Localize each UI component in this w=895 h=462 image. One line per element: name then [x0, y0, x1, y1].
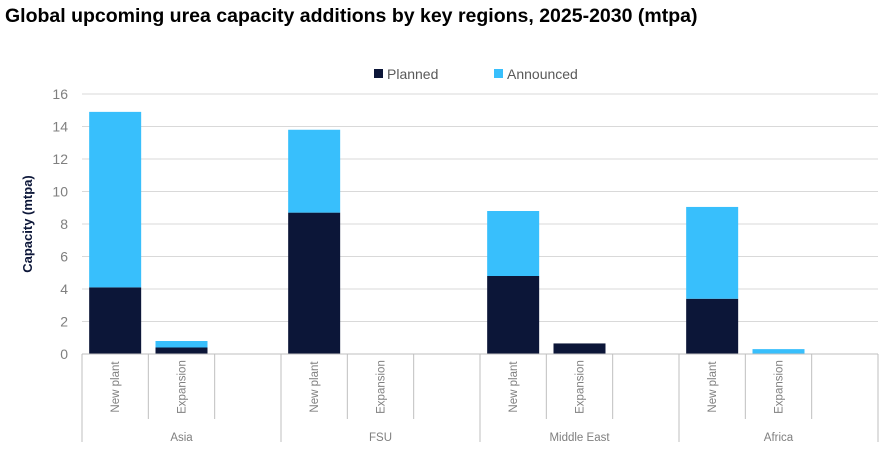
- bar-announced: [155, 341, 208, 348]
- gridlines: [82, 93, 878, 322]
- y-tick-label: 12: [52, 151, 68, 167]
- bar-planned: [553, 343, 606, 354]
- bar-announced: [686, 206, 739, 299]
- group-label: FSU: [369, 432, 392, 444]
- bar-announced: [752, 349, 805, 354]
- bar-planned: [487, 276, 540, 354]
- bar-planned: [686, 298, 739, 354]
- bar-announced: [487, 211, 540, 276]
- subcategory-label: New plant: [110, 361, 122, 413]
- subcategory-label: New plant: [309, 361, 321, 413]
- y-tick-label: 2: [60, 314, 68, 330]
- y-axis-label: Capacity (mtpa): [20, 175, 35, 273]
- x-axis: New plant Expansion Asia New plant Expansion…: [81, 353, 879, 444]
- bar-announced: [89, 111, 142, 288]
- y-axis-ticks: 0 2 4 6 8 10 12 14 16: [52, 86, 68, 362]
- legend-label: Announced: [507, 66, 578, 82]
- subcategory-label: Expansion: [376, 360, 388, 414]
- bar-planned: [89, 287, 142, 354]
- group-label: Middle East: [549, 432, 610, 444]
- legend: Planned Announced: [374, 66, 578, 82]
- subcategory-label: Expansion: [774, 360, 786, 414]
- group-label: Africa: [764, 432, 794, 444]
- y-tick-label: 16: [52, 86, 68, 102]
- legend-swatch: [494, 69, 503, 78]
- chart-title: Global upcoming urea capacity additions …: [5, 5, 698, 27]
- y-tick-label: 14: [52, 119, 68, 135]
- subcategory-label: Expansion: [575, 360, 587, 414]
- subcategory-label: New plant: [508, 361, 520, 413]
- bar-announced: [288, 129, 341, 213]
- group-label: Asia: [170, 432, 193, 444]
- subcategory-label: New plant: [707, 361, 719, 413]
- y-tick-label: 8: [60, 216, 68, 232]
- legend-label: Planned: [387, 66, 438, 82]
- y-tick-label: 10: [52, 184, 68, 200]
- y-tick-label: 0: [60, 346, 68, 362]
- subcategory-label: Expansion: [177, 360, 189, 414]
- y-tick-label: 6: [60, 249, 68, 265]
- bar-planned: [288, 212, 341, 354]
- bar-planned: [155, 347, 208, 354]
- bars: [89, 111, 805, 354]
- y-tick-label: 4: [60, 281, 68, 297]
- legend-swatch: [374, 69, 383, 78]
